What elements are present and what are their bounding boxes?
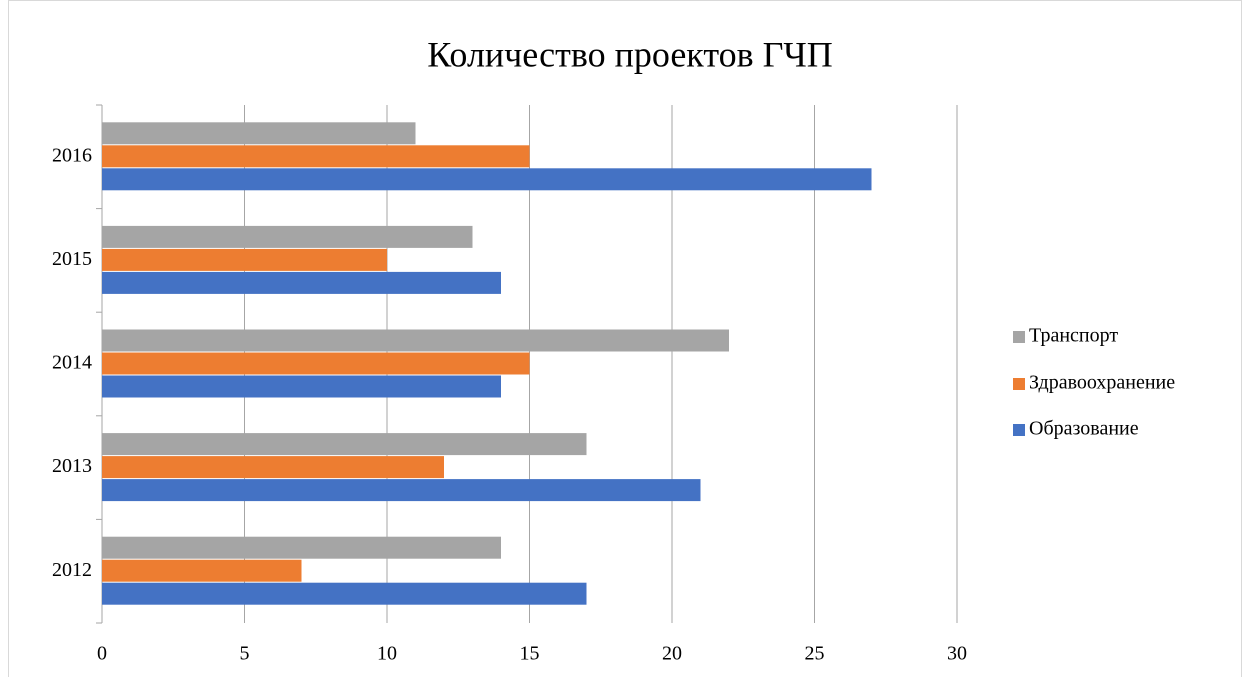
legend-label: Здравоохранение bbox=[1029, 372, 1175, 394]
x-tick-label: 0 bbox=[97, 643, 107, 665]
legend-swatch bbox=[1013, 331, 1025, 343]
y-tick-label: 2016 bbox=[52, 144, 92, 166]
legend-swatch bbox=[1013, 378, 1025, 390]
legend-swatch bbox=[1013, 424, 1025, 436]
y-tick-label: 2012 bbox=[52, 559, 92, 581]
x-tick-label: 30 bbox=[947, 643, 967, 665]
bar bbox=[102, 329, 729, 352]
bar bbox=[102, 536, 501, 559]
x-tick-label: 15 bbox=[520, 643, 540, 665]
bar bbox=[102, 352, 530, 375]
bar bbox=[102, 559, 302, 582]
x-tick-label: 25 bbox=[805, 643, 825, 665]
bar bbox=[102, 248, 387, 271]
bar bbox=[102, 582, 587, 605]
bar bbox=[102, 168, 872, 191]
legend-label: Образование bbox=[1029, 418, 1139, 440]
x-tick-label: 5 bbox=[240, 643, 250, 665]
bar bbox=[102, 433, 587, 456]
bar bbox=[102, 479, 701, 502]
bar bbox=[102, 122, 416, 145]
bar bbox=[102, 271, 501, 294]
y-tick-label: 2013 bbox=[52, 455, 92, 477]
legend-label: Транспорт bbox=[1029, 325, 1118, 347]
y-tick-label: 2014 bbox=[52, 352, 92, 374]
chart-title: Количество проектов ГЧП bbox=[427, 34, 833, 74]
y-tick-label: 2015 bbox=[52, 248, 92, 270]
bar bbox=[102, 145, 530, 168]
bar bbox=[102, 225, 473, 248]
x-tick-label: 20 bbox=[662, 643, 682, 665]
bar bbox=[102, 456, 444, 479]
x-tick-label: 10 bbox=[377, 643, 397, 665]
bar bbox=[102, 375, 501, 398]
